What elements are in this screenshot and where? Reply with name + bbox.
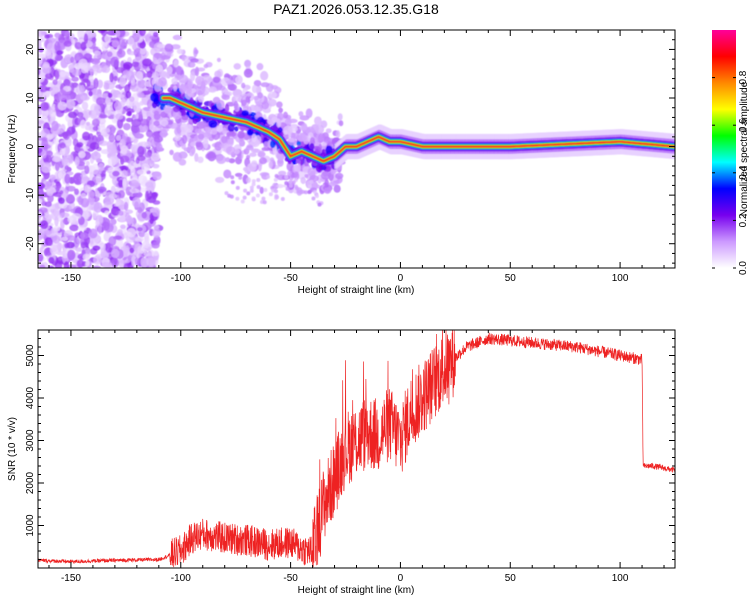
x-tick-label: 50 — [505, 273, 517, 284]
y-tick-label: 3000 — [25, 429, 36, 452]
y-tick-label: 0 — [25, 143, 36, 149]
figure-title: PAZ1.2026.053.12.35.G18 — [273, 1, 439, 17]
x-tick-label: 100 — [612, 273, 629, 284]
spectrogram-y-label: Frequency (Hz) — [7, 115, 18, 184]
x-tick-label: -150 — [61, 573, 81, 584]
y-tick-label: -10 — [25, 187, 36, 202]
colorbar-tick-label: 0.6 — [738, 118, 749, 132]
x-tick-label: 100 — [612, 573, 629, 584]
x-tick-label: -100 — [171, 273, 191, 284]
y-tick-label: -20 — [25, 236, 36, 251]
x-tick-label: 0 — [398, 273, 404, 284]
y-tick-label: 4000 — [25, 386, 36, 409]
snr-y-label: SNR (10 * v/v) — [7, 417, 18, 481]
y-tick-label: 20 — [25, 43, 36, 55]
colorbar-tick-label: 0.4 — [738, 165, 749, 179]
snr-panel: -150 -100 -50 0 50 100 1000 2000 3000 4000 5000 He… — [7, 329, 676, 596]
colorbar-ticks: 0.0 0.2 0.4 0.6 0.8 — [712, 70, 749, 275]
spectrogram-x-label: Height of straight line (km) — [298, 285, 415, 296]
y-tick-label: 10 — [25, 92, 36, 104]
x-tick-label: 0 — [398, 573, 404, 584]
x-tick-label: 50 — [505, 573, 517, 584]
spectrogram-heat — [38, 30, 675, 268]
colorbar: 0.0 0.2 0.4 0.6 0.8 Normalized spectral ampl… — [712, 30, 750, 275]
y-tick-label: 5000 — [25, 344, 36, 367]
colorbar-label: Normalized spectral amplitude — [739, 81, 750, 216]
snr-x-label: Height of straight line (km) — [298, 585, 415, 596]
x-tick-label: -150 — [61, 273, 81, 284]
snr-ticks: -150 -100 -50 0 50 100 1000 2000 3000 4000 5000 — [25, 330, 675, 584]
colorbar-tick-label: 0.2 — [738, 213, 749, 227]
y-tick-label: 2000 — [25, 471, 36, 494]
colorbar-tick-label: 0.8 — [738, 70, 749, 84]
y-tick-label: 1000 — [25, 514, 36, 537]
snr-series-line — [38, 330, 675, 568]
x-tick-label: -50 — [283, 573, 298, 584]
x-tick-label: -100 — [171, 573, 191, 584]
colorbar-scale — [712, 30, 736, 268]
colorbar-tick-label: 0.0 — [738, 261, 749, 275]
x-tick-label: -50 — [283, 273, 298, 284]
